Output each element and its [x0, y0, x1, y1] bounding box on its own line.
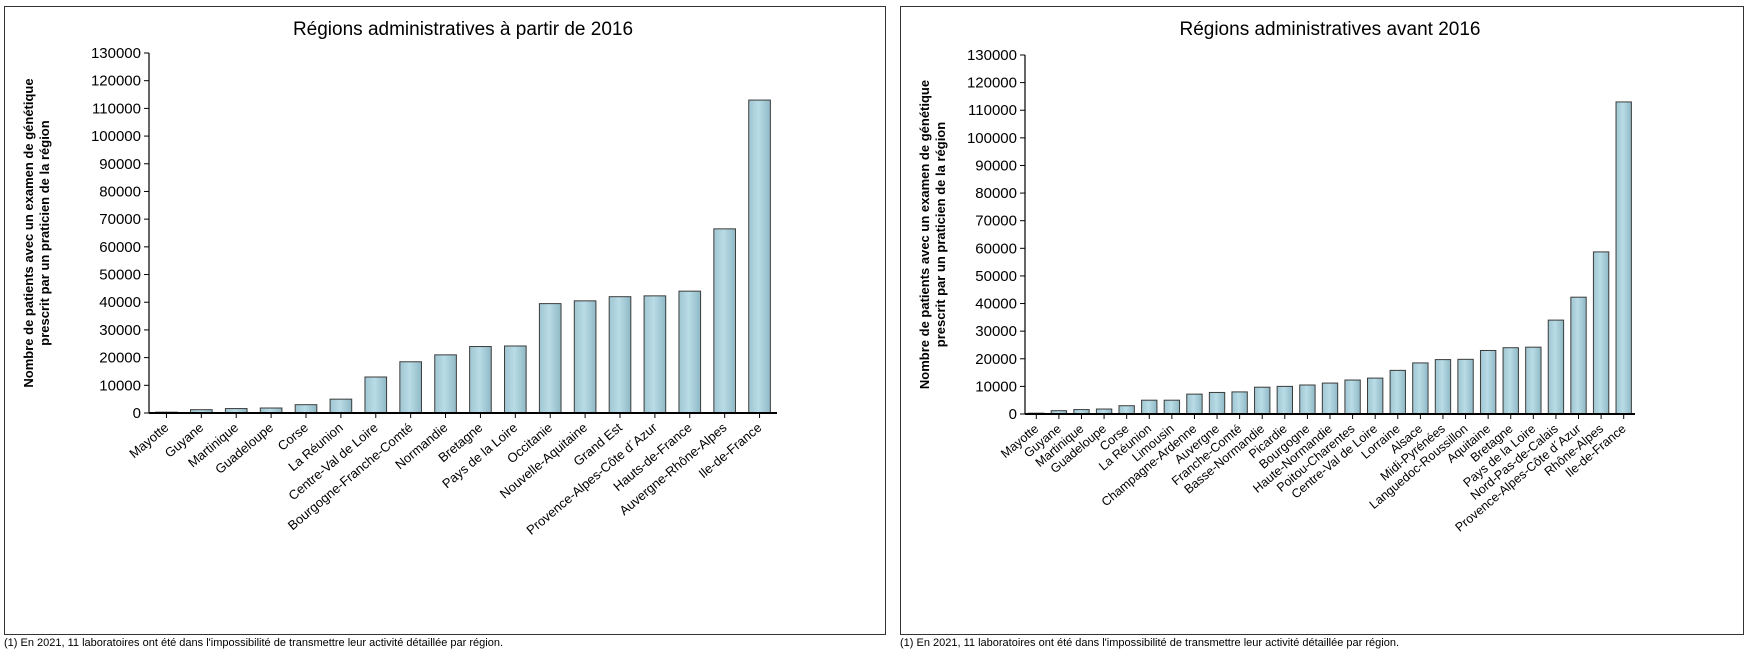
y-tick-label: 130000: [967, 47, 1017, 64]
y-tick-label: 110000: [968, 102, 1017, 119]
chart-title: Régions administratives avant 2016: [1179, 19, 1480, 40]
bar: [1186, 393, 1203, 415]
chart-panel-left: Régions administratives à partir de 2016…: [4, 6, 886, 635]
y-tick-label: 40000: [99, 294, 141, 311]
y-tick-label: 70000: [99, 211, 141, 228]
bar: [434, 354, 457, 414]
chart-panel-right: Régions administratives avant 2016 Nombre…: [900, 6, 1744, 635]
bar: [1276, 385, 1293, 415]
y-tick-label: 10000: [99, 377, 141, 394]
y-tick-label: 30000: [975, 323, 1017, 340]
y-tick-label: 120000: [967, 75, 1017, 92]
bar-chart-regions-before-2016: Régions administratives avant 2016 Nombre…: [917, 19, 1635, 535]
y-tick-label: 50000: [975, 268, 1017, 285]
bar: [713, 228, 736, 414]
bar: [399, 361, 422, 414]
y-tick-label: 30000: [99, 322, 141, 339]
bar: [1615, 101, 1632, 415]
y-axis-label-line: prescrit par un praticien de la région: [933, 122, 948, 347]
bar: [1434, 359, 1452, 415]
bar: [1299, 384, 1316, 415]
bar: [294, 404, 318, 414]
y-tick-label: 0: [1009, 406, 1017, 423]
bar: [538, 303, 562, 414]
bar: [364, 376, 388, 414]
y-tick-label: 130000: [91, 45, 141, 62]
y-axis-label-line: Nombre de patients avec un examen de gén…: [21, 78, 36, 387]
bar: [504, 345, 527, 414]
bar: [1389, 369, 1406, 415]
bar: [1163, 399, 1181, 415]
bar: [1570, 296, 1587, 415]
bar: [1412, 362, 1429, 415]
y-tick-label: 0: [133, 405, 141, 422]
bar: [1502, 347, 1519, 415]
y-axis-label-line: Nombre de patients avec un examen de gén…: [917, 80, 932, 389]
y-axis-label: Nombre de patients avec un examen de gén…: [917, 80, 948, 389]
y-tick-label: 80000: [99, 183, 141, 200]
bar-chart-regions-after-2016: Régions administratives à partir de 2016…: [21, 19, 777, 538]
x-tick-label: Mayotte: [126, 420, 171, 461]
y-tick-label: 90000: [975, 157, 1017, 174]
bar: [1208, 391, 1226, 415]
y-tick-label: 20000: [99, 350, 141, 367]
y-tick-label: 100000: [967, 130, 1017, 147]
bar: [1592, 251, 1610, 415]
bar: [608, 296, 632, 414]
y-tick-label: 110000: [92, 100, 141, 117]
y-axis-label: Nombre de patients avec un examen de gén…: [21, 78, 52, 387]
y-tick-label: 70000: [975, 213, 1017, 230]
footnote-right: (1) En 2021, 11 laboratoires ont été dan…: [900, 637, 1400, 649]
bar: [1231, 391, 1248, 415]
bar: [1344, 379, 1361, 415]
y-tick-label: 20000: [975, 351, 1017, 368]
bar: [643, 295, 667, 414]
y-tick-label: 90000: [99, 156, 141, 173]
bar: [329, 398, 353, 414]
y-tick-label: 40000: [975, 296, 1017, 313]
bar: [1321, 382, 1339, 415]
bar: [1118, 405, 1135, 415]
bar: [573, 300, 597, 414]
bar: [678, 290, 702, 414]
bar: [1525, 346, 1542, 415]
bar: [1479, 349, 1497, 415]
y-tick-label: 60000: [99, 239, 141, 256]
y-tick-label: 100000: [91, 128, 141, 145]
footnote-left: (1) En 2021, 11 laboratoires ont été dan…: [4, 637, 504, 649]
y-axis-label-line: prescrit par un praticien de la région: [37, 120, 52, 345]
y-tick-label: 10000: [975, 378, 1017, 395]
bar: [1547, 319, 1565, 415]
bar: [1141, 399, 1158, 415]
bar: [469, 346, 492, 414]
bar: [748, 99, 771, 414]
bar: [1367, 377, 1384, 415]
y-tick-label: 60000: [975, 240, 1017, 257]
y-tick-label: 120000: [91, 73, 141, 90]
chart-title: Régions administratives à partir de 2016: [293, 19, 633, 40]
bar: [1254, 386, 1271, 415]
y-tick-label: 50000: [99, 267, 141, 284]
y-tick-label: 80000: [975, 185, 1017, 202]
bar: [1457, 358, 1474, 415]
